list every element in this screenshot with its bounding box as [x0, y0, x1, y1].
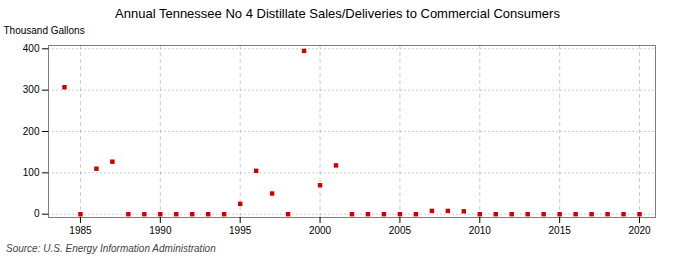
svg-text:2010: 2010	[469, 225, 492, 236]
html-text:Annual Tennessee No 4 Distilla: Annual Tennessee No 4 Distillate Sales/D…	[115, 6, 560, 21]
html-text:Source: U.S. Energy Informatio: Source: U.S. Energy Information Administ…	[6, 243, 216, 254]
svg-text:Thousand Gallons: Thousand Gallons	[4, 25, 85, 36]
svg-text:200: 200	[23, 126, 40, 137]
svg-text:2015: 2015	[549, 225, 572, 236]
svg-text:2005: 2005	[389, 225, 412, 236]
svg-text:1995: 1995	[229, 225, 252, 236]
svg-text:2000: 2000	[309, 225, 332, 236]
svg-text:2020: 2020	[628, 225, 651, 236]
svg-text:100: 100	[23, 167, 40, 178]
svg-text:1990: 1990	[149, 225, 172, 236]
svg-text:400: 400	[23, 43, 40, 54]
svg-text:300: 300	[23, 84, 40, 95]
svg-text:0: 0	[34, 208, 40, 219]
svg-text:1985: 1985	[69, 225, 92, 236]
